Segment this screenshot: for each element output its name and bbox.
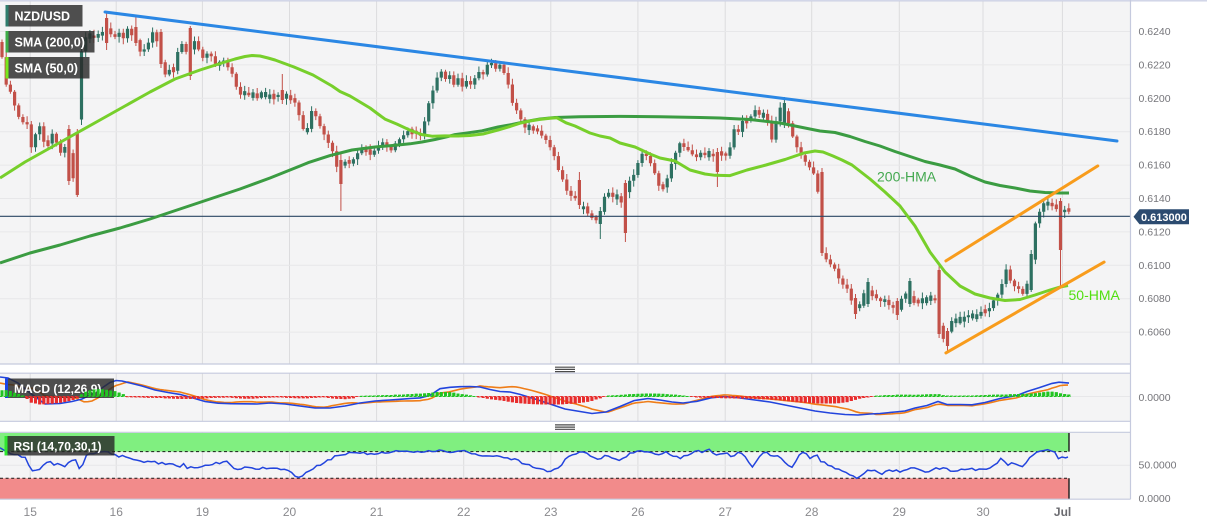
svg-text:Jul: Jul <box>1054 505 1071 519</box>
svg-text:0.0000: 0.0000 <box>1139 493 1171 505</box>
svg-text:0.6100: 0.6100 <box>1139 260 1171 272</box>
svg-text:20: 20 <box>283 505 297 519</box>
svg-text:29: 29 <box>893 505 907 519</box>
svg-text:0.6120: 0.6120 <box>1139 226 1171 238</box>
svg-text:50-HMA: 50-HMA <box>1069 287 1121 303</box>
svg-text:0.6240: 0.6240 <box>1139 26 1171 38</box>
svg-text:0.6060: 0.6060 <box>1139 327 1171 339</box>
svg-text:0.6220: 0.6220 <box>1139 59 1171 71</box>
svg-text:SMA (50,0): SMA (50,0) <box>15 61 78 75</box>
svg-text:200-HMA: 200-HMA <box>877 169 937 185</box>
svg-text:RSI (14,70,30,1): RSI (14,70,30,1) <box>14 439 102 453</box>
svg-text:23: 23 <box>544 505 558 519</box>
svg-text:28: 28 <box>805 505 819 519</box>
svg-text:0.6180: 0.6180 <box>1139 126 1171 138</box>
svg-text:21: 21 <box>370 505 384 519</box>
svg-text:50.0000: 50.0000 <box>1139 459 1177 471</box>
svg-text:0.613000: 0.613000 <box>1141 212 1187 224</box>
svg-text:15: 15 <box>24 505 38 519</box>
svg-text:0.6160: 0.6160 <box>1139 160 1171 172</box>
svg-text:0.0000: 0.0000 <box>1139 392 1171 404</box>
svg-text:0.6140: 0.6140 <box>1139 193 1171 205</box>
svg-text:16: 16 <box>110 505 124 519</box>
svg-text:19: 19 <box>196 505 210 519</box>
svg-text:0.6200: 0.6200 <box>1139 93 1171 105</box>
svg-text:22: 22 <box>457 505 471 519</box>
svg-text:27: 27 <box>719 505 733 519</box>
svg-text:0.6080: 0.6080 <box>1139 293 1171 305</box>
svg-text:MACD (12,26,9): MACD (12,26,9) <box>14 382 101 396</box>
svg-text:26: 26 <box>631 505 645 519</box>
svg-text:30: 30 <box>976 505 990 519</box>
svg-text:SMA (200,0): SMA (200,0) <box>15 35 85 49</box>
svg-text:NZD/USD: NZD/USD <box>15 9 71 23</box>
